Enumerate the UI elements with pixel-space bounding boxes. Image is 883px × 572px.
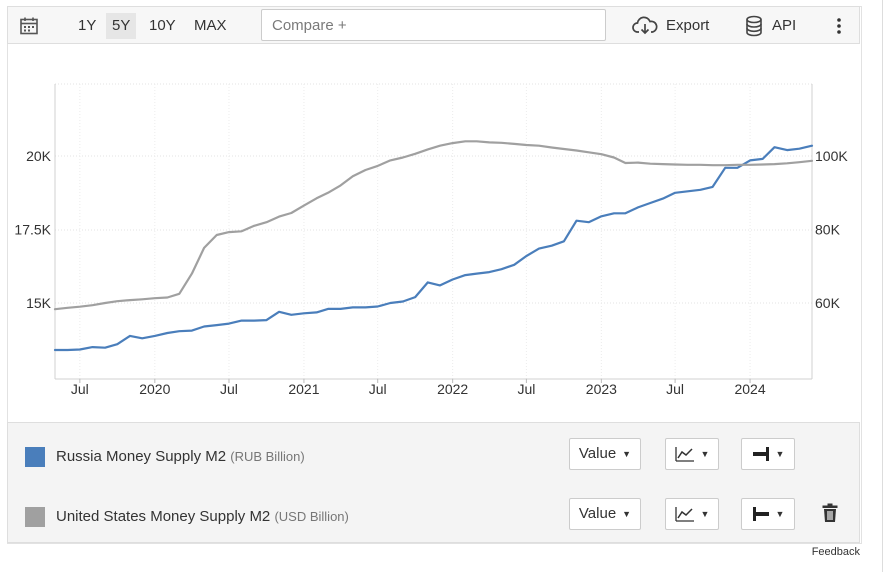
caret-down-icon: ▼	[775, 509, 785, 520]
series-name-us: United States Money Supply M2	[56, 508, 271, 525]
value-dropdown-russia[interactable]: Value ▼	[569, 438, 641, 470]
y-right-tick-label: 60K	[815, 295, 841, 311]
chart-grid	[55, 83, 812, 379]
chart-type-dropdown-us[interactable]: ▼	[665, 498, 719, 530]
database-icon[interactable]	[745, 15, 763, 42]
legend-series-name: United States Money Supply M2 (USD Billi…	[56, 508, 349, 525]
chart-toolbar: 1Y 5Y 10Y MAX Export API	[7, 6, 860, 44]
legend-row-russia: Russia Money Supply M2 (RUB Billion) Val…	[8, 437, 859, 477]
series-line-us	[53, 140, 814, 311]
value-dropdown-label: Value	[578, 445, 617, 462]
x-tick-label: 2024	[734, 381, 765, 397]
y-left-tick-label: 20K	[26, 148, 52, 164]
chart-series	[53, 140, 814, 352]
line-chart-icon	[674, 507, 694, 522]
legend-series-name: Russia Money Supply M2 (RUB Billion)	[56, 448, 305, 465]
compare-input[interactable]	[261, 9, 606, 41]
axis-dropdown-us[interactable]: ▼	[741, 498, 795, 530]
series-unit-us: (USD Billion)	[274, 509, 349, 524]
x-tick-label: Jul	[220, 381, 238, 397]
axis-left-icon	[752, 507, 769, 522]
y-left-tick-label: 17.5K	[14, 222, 51, 238]
value-dropdown-label: Value	[578, 505, 617, 522]
series-unit-russia: (RUB Billion)	[230, 449, 305, 464]
x-tick-label: Jul	[369, 381, 387, 397]
x-tick-label: Jul	[666, 381, 684, 397]
legend-row-us: United States Money Supply M2 (USD Billi…	[8, 497, 859, 537]
y-left-tick-label: 15K	[26, 295, 52, 311]
line-chart: Jul 2020 Jul 2021 Jul 2022 Jul 2023 Jul 2024 15K 17…	[14, 83, 848, 397]
range-5y-button[interactable]: 5Y	[106, 13, 137, 39]
x-tick-label: 2021	[288, 381, 319, 397]
series-line-russia	[53, 144, 814, 352]
x-tick-label: Jul	[71, 381, 89, 397]
x-tick-label: 2022	[437, 381, 468, 397]
export-button[interactable]: Export	[666, 17, 710, 34]
x-tick-label: Jul	[517, 381, 535, 397]
axis-right-icon	[752, 447, 769, 462]
x-tick-label: 2023	[586, 381, 617, 397]
api-button[interactable]: API	[772, 17, 797, 34]
caret-down-icon: ▼	[622, 509, 632, 520]
kebab-menu-icon[interactable]	[836, 17, 842, 40]
caret-down-icon: ▼	[622, 449, 632, 460]
cloud-download-icon[interactable]	[632, 16, 658, 41]
series-name-russia: Russia Money Supply M2	[56, 448, 227, 465]
feedback-link[interactable]: Feedback	[811, 546, 860, 558]
series-legend: Russia Money Supply M2 (RUB Billion) Val…	[7, 422, 860, 543]
range-10y-button[interactable]: 10Y	[149, 17, 176, 34]
axis-dropdown-russia[interactable]: ▼	[741, 438, 795, 470]
y-right-tick-label: 100K	[815, 148, 848, 164]
chart-type-dropdown-russia[interactable]: ▼	[665, 438, 719, 470]
caret-down-icon: ▼	[700, 509, 710, 520]
line-chart-icon	[674, 447, 694, 462]
caret-down-icon: ▼	[775, 449, 785, 460]
calendar-icon[interactable]	[19, 16, 39, 41]
y-right-tick-label: 80K	[815, 222, 841, 238]
series-color-swatch	[25, 507, 45, 527]
range-1y-button[interactable]: 1Y	[78, 17, 97, 34]
caret-down-icon: ▼	[700, 449, 710, 460]
x-tick-label: 2020	[139, 381, 170, 397]
chart-axes: Jul 2020 Jul 2021 Jul 2022 Jul 2023 Jul 2024 15K 17…	[14, 84, 848, 397]
value-dropdown-us[interactable]: Value ▼	[569, 498, 641, 530]
range-max-button[interactable]: MAX	[194, 17, 227, 34]
series-color-swatch	[25, 447, 45, 467]
trash-icon[interactable]	[821, 503, 839, 528]
